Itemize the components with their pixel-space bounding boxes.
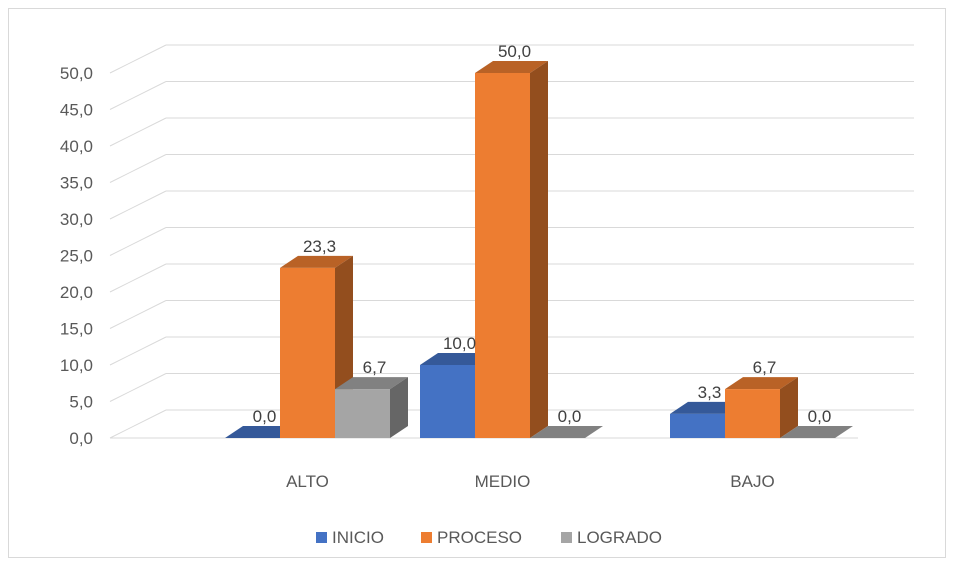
- x-tick-label: ALTO: [286, 472, 329, 491]
- x-tick-label: MEDIO: [475, 472, 531, 491]
- gridline-slant: [109, 263, 167, 293]
- bar-top: [530, 426, 603, 438]
- data-label: 0,0: [253, 407, 277, 426]
- legend-swatch-inicio: [316, 532, 327, 543]
- bar-front: [670, 413, 725, 438]
- bar-top: [725, 377, 798, 390]
- y-tick-label: 10,0: [60, 356, 93, 375]
- x-tick-label: BAJO: [730, 472, 774, 491]
- data-label: 6,7: [753, 358, 777, 377]
- legend-label: INICIO: [332, 528, 384, 547]
- bar-proceso-medio: [475, 61, 548, 438]
- data-label: 0,0: [558, 407, 582, 426]
- legend-swatch-proceso: [421, 532, 432, 543]
- y-tick-label: 15,0: [60, 320, 93, 339]
- gridline-slant: [109, 373, 167, 402]
- y-axis: 0,0 5,0 10,0 15,0 20,0 25,0 30,0 35,0 40,0 45,0 50…: [60, 64, 93, 448]
- legend-label: PROCESO: [437, 528, 522, 547]
- bar-top: [280, 255, 353, 268]
- data-label: 3,3: [698, 383, 722, 402]
- bar-front: [725, 389, 780, 438]
- data-labels: 0,0 23,3 6,7 10,0 50,0 0,0 3,3 6,7 0,0: [253, 42, 832, 426]
- gridline-slant: [109, 227, 167, 256]
- x-axis: ALTO MEDIO BAJO: [286, 472, 775, 491]
- bar-front: [420, 365, 475, 438]
- data-label: 50,0: [498, 42, 531, 61]
- data-label: 23,3: [303, 237, 336, 256]
- gridline-slant: [109, 117, 167, 147]
- bar-top: [225, 426, 298, 438]
- bar-proceso-bajo: [725, 377, 798, 438]
- y-tick-label: 20,0: [60, 283, 93, 302]
- gridline-slant: [109, 336, 167, 366]
- bar-logrado-bajo: [780, 426, 853, 438]
- bar-top: [780, 426, 853, 438]
- bar-logrado-alto: [335, 377, 408, 438]
- y-tick-label: 30,0: [60, 210, 93, 229]
- bar-side: [780, 377, 798, 438]
- y-tick-label: 5,0: [69, 393, 93, 412]
- legend-swatch-logrado: [561, 532, 572, 543]
- y-tick-label: 50,0: [60, 64, 93, 83]
- bar-top: [475, 61, 548, 73]
- data-label: 6,7: [363, 358, 387, 377]
- bar-side: [530, 61, 548, 438]
- gridline-slant: [109, 409, 167, 439]
- legend-label: LOGRADO: [577, 528, 662, 547]
- bar-top: [420, 353, 493, 365]
- gridline-slant: [109, 154, 167, 183]
- bar-front: [280, 267, 335, 438]
- gridline-slant: [109, 300, 167, 329]
- y-tick-label: 45,0: [60, 101, 93, 120]
- y-tick-label: 35,0: [60, 174, 93, 193]
- data-label: 10,0: [443, 334, 476, 353]
- bar-front: [335, 389, 390, 438]
- gridline-slant: [109, 190, 167, 220]
- y-tick-label: 40,0: [60, 137, 93, 156]
- bar-top: [670, 401, 743, 414]
- bar-logrado-medio: [530, 426, 603, 438]
- bar-inicio-bajo: [670, 401, 743, 438]
- data-label: 0,0: [808, 407, 832, 426]
- gridline-slant: [109, 81, 167, 110]
- legend: INICIO PROCESO LOGRADO: [316, 528, 662, 547]
- bar-front: [475, 73, 530, 438]
- gridline-slant: [109, 44, 167, 74]
- bar-side: [390, 377, 408, 438]
- y-tick-label: 0,0: [69, 429, 93, 448]
- bar-top: [335, 377, 408, 390]
- bar-inicio-alto: [225, 426, 298, 438]
- y-tick-label: 25,0: [60, 247, 93, 266]
- bars: [225, 61, 853, 438]
